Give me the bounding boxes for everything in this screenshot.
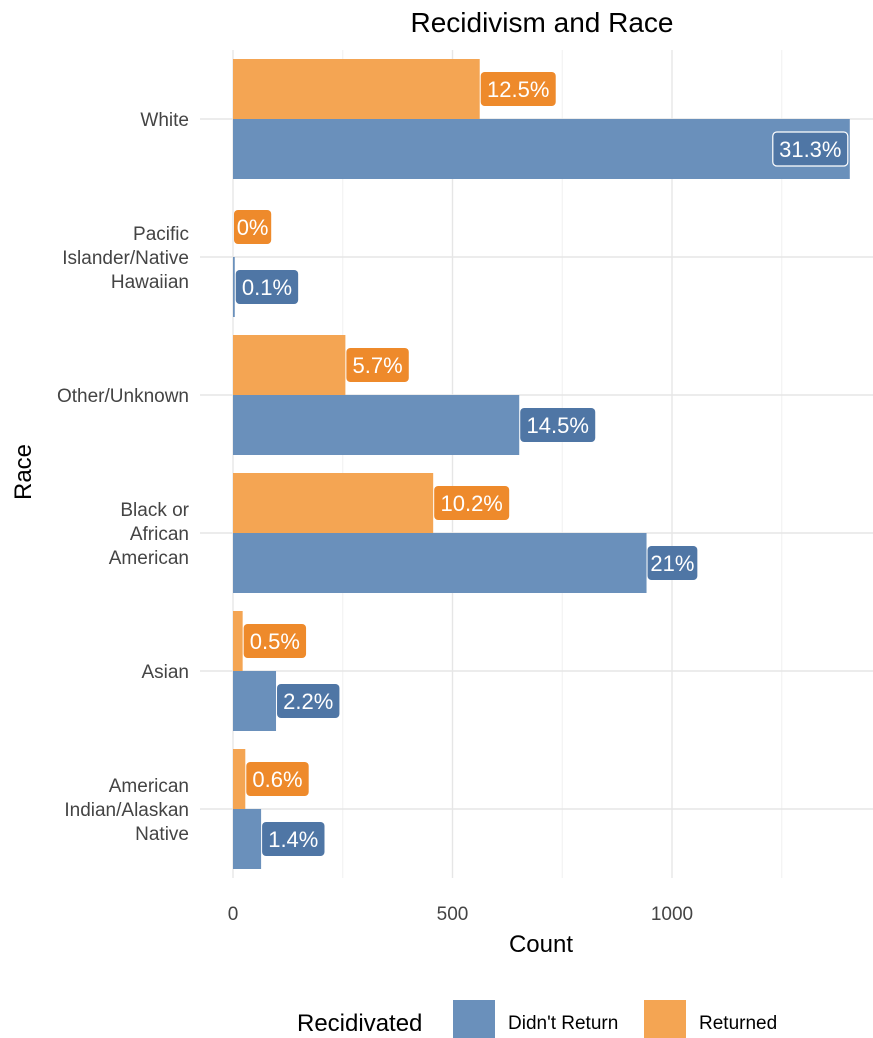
bar-label-text: 12.5% <box>487 77 549 102</box>
y-tick-label: American Indian/Alaskan Native <box>64 776 189 845</box>
y-axis-title: Race <box>10 444 37 500</box>
legend: Recidivated Didn't Return Returned <box>297 1000 777 1038</box>
bar-label-text: 31.3% <box>779 137 841 162</box>
legend-label-didnt-return: Didn't Return <box>508 1013 618 1034</box>
bar-label-didnt-return: 21% <box>647 546 698 580</box>
bar-label-box <box>234 210 272 244</box>
bar-label-box <box>434 486 510 520</box>
bar-didnt-return <box>233 257 235 317</box>
bar-label-text: 21% <box>650 551 694 576</box>
legend-key-returned <box>644 1000 686 1038</box>
bar-label-text: 2.2% <box>283 689 333 714</box>
bar-label-text: 0.5% <box>250 629 300 654</box>
bar-label-text: 0.1% <box>242 275 292 300</box>
x-tick-labels: 0 500 1000 <box>228 904 693 925</box>
bar-label-text: 0.6% <box>252 767 302 792</box>
bar-label-returned: 0% <box>234 210 272 244</box>
bar-didnt-return <box>233 533 647 593</box>
bar-returned <box>233 59 480 119</box>
x-tick-label: 0 <box>228 904 239 925</box>
bar-label-text: 0% <box>237 215 269 240</box>
bar-didnt-return <box>233 395 520 455</box>
bar-label-returned: 12.5% <box>480 72 556 106</box>
y-tick-label: Asian <box>141 662 189 683</box>
bar-label-text: 10.2% <box>440 491 502 516</box>
bar-label-box <box>647 546 698 580</box>
bar-returned <box>233 749 246 809</box>
bar-label-returned: 10.2% <box>434 486 510 520</box>
y-tick-label: White <box>140 110 189 131</box>
bar-label-didnt-return: 0.1% <box>235 270 299 304</box>
bar-label-box <box>277 684 340 718</box>
bar-label-returned: 5.7% <box>346 348 409 382</box>
legend-label-returned: Returned <box>699 1013 777 1034</box>
bar-label-box <box>235 270 299 304</box>
bar-label-box <box>243 624 307 658</box>
bar-label-didnt-return: 31.3% <box>772 131 849 167</box>
legend-title: Recidivated <box>297 1010 422 1037</box>
bar-didnt-return <box>233 809 262 869</box>
y-tick-labels: American Indian/Alaskan Native Asian Black o… <box>57 110 190 845</box>
y-tick-label: Pacific Islander/Native Hawaiian <box>62 224 189 293</box>
bar-label-returned: 0.5% <box>243 624 307 658</box>
bar-label-box <box>262 822 325 856</box>
bar-didnt-return <box>233 671 277 731</box>
bar-label-box <box>346 348 409 382</box>
bar-label-returned: 0.6% <box>246 762 309 796</box>
bar-didnt-return <box>233 119 850 179</box>
bar-label-text: 14.5% <box>527 413 589 438</box>
bar-label-didnt-return: 2.2% <box>277 684 340 718</box>
bar-returned <box>233 473 434 533</box>
bar-label-box <box>520 408 596 442</box>
legend-key-didnt-return <box>453 1000 495 1038</box>
bar-label-didnt-return: 1.4% <box>262 822 325 856</box>
x-tick-label: 1000 <box>651 904 693 925</box>
bar-label-box <box>246 762 309 796</box>
bar-label-text: 1.4% <box>268 827 318 852</box>
bar-returned <box>233 611 243 671</box>
bars: 0.6% 1.4% 0.5% 2.2% 10.2% 21% 5.7% 14.5% 0% 0.1% 1… <box>233 59 850 869</box>
chart-title: Recidivism and Race <box>411 7 674 38</box>
bar-label-box <box>480 72 556 106</box>
bar-label-text: 5.7% <box>353 353 403 378</box>
x-axis-title: Count <box>509 931 573 958</box>
bar-label-box <box>772 131 849 167</box>
bar-label-didnt-return: 14.5% <box>520 408 596 442</box>
bar-returned <box>233 335 346 395</box>
x-tick-label: 500 <box>437 904 469 925</box>
y-tick-label: Black or African American <box>109 500 190 569</box>
y-tick-label: Other/Unknown <box>57 386 189 407</box>
